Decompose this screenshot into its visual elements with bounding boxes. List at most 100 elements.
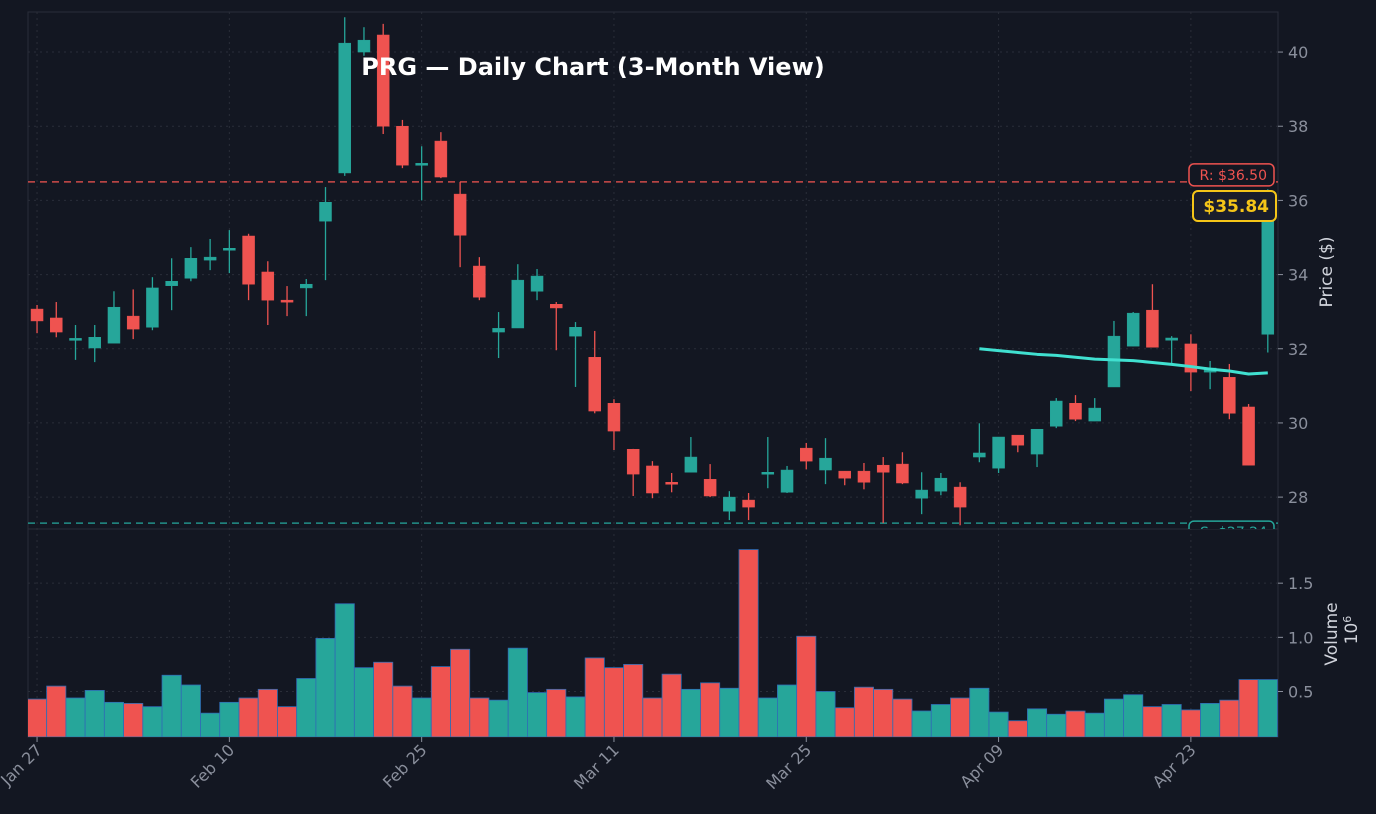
candle-body — [338, 42, 351, 174]
candle-body — [184, 258, 198, 279]
volume-bar — [719, 687, 740, 737]
volume-bar — [700, 682, 721, 737]
candle-body — [1069, 403, 1082, 420]
x-tick-label: Apr 09 — [956, 740, 1007, 791]
x-tick-label: Apr 23 — [1149, 740, 1200, 791]
candle-body — [203, 256, 217, 261]
x-tick-label: Feb 10 — [187, 740, 238, 791]
volume-bar — [238, 697, 259, 737]
resistance-label-box — [1188, 163, 1275, 187]
volume-bar — [180, 684, 201, 737]
volume-bar — [507, 647, 528, 737]
volume-bar — [988, 711, 1009, 737]
candle-body — [223, 247, 236, 251]
price-tick-label: 28 — [1288, 488, 1308, 507]
candle-body — [396, 125, 409, 166]
volume-bar — [853, 686, 874, 737]
candle-body — [1261, 206, 1275, 335]
volume-bar — [392, 685, 413, 737]
volume-axis-label: Volume — [1322, 602, 1342, 665]
moving-average-line — [979, 347, 1268, 376]
candle-body — [1088, 407, 1101, 422]
candle-body — [1146, 309, 1159, 348]
volume-bar — [353, 667, 374, 737]
candle-body — [819, 457, 832, 471]
candle-body — [50, 317, 63, 333]
candle-body — [357, 39, 371, 53]
volume-bar — [296, 678, 317, 737]
x-tick-label: Mar 11 — [570, 740, 623, 793]
price-axis-label: Price ($) — [1317, 237, 1337, 308]
candle-body — [607, 403, 621, 432]
candle-body — [473, 265, 486, 298]
volume-bar — [950, 697, 971, 737]
candle-body — [1030, 428, 1044, 455]
volume-bar — [1007, 720, 1028, 737]
candle-body — [280, 299, 294, 303]
candle-body — [800, 447, 813, 462]
price-tick-label: 40 — [1288, 43, 1308, 62]
price-tick-label: 30 — [1288, 414, 1308, 433]
price-layer: S: $27.24 — [28, 17, 1278, 529]
candle-body — [242, 235, 255, 285]
candle-body — [626, 449, 640, 475]
candle-body — [492, 328, 505, 333]
candle-body — [319, 202, 332, 222]
candle-body — [684, 456, 698, 473]
candle-body — [1011, 434, 1025, 446]
candle-body — [146, 287, 159, 328]
candle-body — [992, 436, 1005, 469]
volume-bar — [1219, 699, 1240, 737]
last-price-label: $35.84 — [1203, 197, 1269, 217]
volume-bar — [584, 657, 605, 737]
volume-bar — [1084, 712, 1105, 737]
volume-bar — [873, 688, 894, 737]
volume-bar — [930, 704, 951, 737]
volume-bar — [84, 690, 105, 737]
volume-bar — [469, 697, 490, 737]
volume-bar — [1046, 713, 1067, 737]
candle-body — [511, 279, 525, 329]
volume-bar — [565, 696, 586, 737]
price-tick-label: 38 — [1288, 117, 1308, 136]
volume-bar — [28, 698, 48, 737]
volume-tick-label: 0.5 — [1288, 683, 1313, 702]
volume-bar — [1180, 709, 1201, 737]
volume-bar — [430, 666, 451, 737]
volume-bar — [488, 699, 509, 737]
candle-body — [126, 315, 140, 330]
candle-body — [376, 34, 390, 127]
volume-layer — [28, 549, 1278, 737]
volume-tick-label: 1.0 — [1288, 628, 1313, 647]
candle-body — [1050, 400, 1063, 427]
volume-bar — [546, 688, 567, 737]
candle-body — [530, 275, 544, 292]
candle-body — [261, 271, 275, 301]
volume-bar — [315, 638, 336, 737]
chart-title: PRG — Daily Chart (3-Month View) — [361, 53, 824, 81]
volume-bar — [161, 674, 182, 737]
candle-body — [1165, 337, 1178, 341]
candle-body — [588, 357, 601, 412]
candle-body — [953, 486, 967, 508]
candle-body — [1242, 406, 1255, 466]
volume-bar — [277, 706, 298, 737]
candle-body — [838, 470, 851, 479]
candle-body — [88, 337, 101, 349]
volume-bar — [334, 603, 355, 737]
volume-bar — [103, 701, 124, 737]
volume-bar — [142, 706, 163, 737]
volume-bar — [1142, 706, 1163, 737]
candle-body — [300, 283, 313, 289]
candle-body — [1126, 312, 1140, 347]
volume-bar — [1161, 704, 1182, 737]
volume-bar — [796, 635, 817, 737]
support-label-box — [1188, 520, 1275, 529]
volume-bar — [1238, 679, 1259, 737]
volume-bar — [123, 703, 144, 737]
volume-bar — [1027, 708, 1048, 737]
volume-bar — [892, 698, 913, 737]
volume-bar — [738, 549, 759, 737]
price-tick-label: 32 — [1288, 340, 1308, 359]
candle-body — [703, 479, 717, 497]
